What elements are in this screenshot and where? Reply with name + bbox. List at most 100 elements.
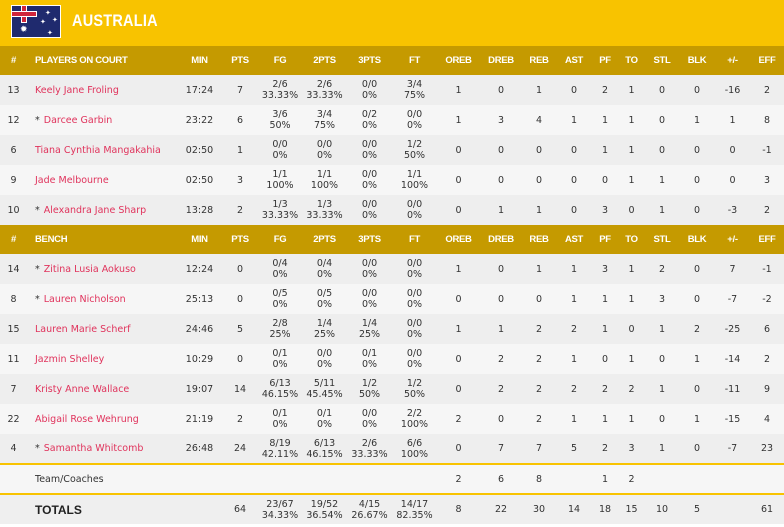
player-name-link[interactable]: Jade Melbourne	[35, 174, 109, 186]
column-header[interactable]: OREB	[437, 46, 480, 75]
player-row: 9 Jade Melbourne 02:50 3 1/1 100% 1/1 100% 0/0 0%…	[0, 165, 784, 195]
player-name-link[interactable]: Alexandra Jane Sharp	[43, 204, 147, 216]
column-header[interactable]: FG	[258, 46, 302, 75]
stat-cell: 0	[715, 135, 750, 165]
column-header[interactable]: DREB	[480, 225, 522, 254]
stat-cell: 0/0 0%	[347, 135, 392, 165]
player-name-link[interactable]: Jazmin Shelley	[35, 353, 105, 365]
column-header[interactable]: MIN	[177, 46, 222, 75]
stat-cell: 3	[480, 105, 522, 135]
stat-percentage: 0%	[361, 180, 378, 191]
section-title: BENCH	[27, 225, 177, 254]
player-name-link[interactable]: Darcee Garbin	[43, 114, 113, 126]
stat-cell: 0/0 0%	[347, 404, 392, 434]
stat-cell: 0	[679, 165, 715, 195]
column-header[interactable]: 3PTS	[347, 225, 392, 254]
column-header[interactable]: PTS	[222, 225, 258, 254]
stat-cell: -1	[750, 135, 784, 165]
stat-cell: 2	[750, 195, 784, 225]
stat-cell: 1	[618, 135, 645, 165]
stat-made-attempted: 2/6	[361, 437, 378, 449]
column-header[interactable]: PF	[592, 225, 618, 254]
stat-cell: 1	[645, 434, 679, 464]
column-header[interactable]: STL	[645, 225, 679, 254]
player-name-link[interactable]: Lauren Nicholson	[43, 293, 126, 305]
stat-made-attempted: 1/3	[272, 199, 288, 210]
column-header[interactable]: TO	[618, 225, 645, 254]
column-header[interactable]: AST	[556, 225, 592, 254]
stat-cell: 0	[437, 135, 480, 165]
stat-cell	[715, 463, 750, 495]
column-header[interactable]: 2PTS	[302, 225, 347, 254]
stat-made-attempted: 0/4	[316, 258, 333, 269]
stat-cell: 0/0 0%	[347, 165, 392, 195]
starters-header-row: # PLAYERS ON COURT MIN PTS FG 2PTS 3PTS FT OREB D…	[0, 46, 784, 75]
stat-cell: 0/1 0%	[302, 404, 347, 434]
column-header[interactable]: FT	[392, 225, 437, 254]
stat-cell: 0	[222, 344, 258, 374]
stat-cell: 26:48	[177, 434, 222, 464]
stat-cell: 1	[592, 463, 618, 495]
box-score-table: # PLAYERS ON COURT MIN PTS FG 2PTS 3PTS FT OREB D…	[0, 46, 784, 524]
column-header[interactable]: EFF	[750, 225, 784, 254]
player-name-link[interactable]: Kristy Anne Wallace	[35, 383, 130, 395]
column-header[interactable]: PTS	[222, 46, 258, 75]
stat-percentage: 75%	[313, 120, 336, 131]
player-name-link[interactable]: Zitina Lusia Aokuso	[43, 263, 136, 275]
stat-made-attempted: 6/6	[406, 437, 423, 449]
stat-cell: 0	[715, 165, 750, 195]
column-header[interactable]: 2PTS	[302, 46, 347, 75]
column-header[interactable]: EFF	[750, 46, 784, 75]
column-header[interactable]: FG	[258, 225, 302, 254]
stat-cell: 1	[645, 195, 679, 225]
column-header[interactable]: AST	[556, 46, 592, 75]
stat-cell: 3/4 75%	[392, 75, 437, 105]
stat-cell: 2/6 33.33%	[302, 75, 347, 105]
column-header[interactable]: FT	[392, 46, 437, 75]
column-header[interactable]: TO	[618, 46, 645, 75]
player-name-link[interactable]: Samantha Whitcomb	[43, 443, 144, 454]
stat-made-attempted: 0/1	[272, 408, 288, 419]
stat-cell: 0	[222, 254, 258, 284]
player-name-link[interactable]: Lauren Marie Scherf	[35, 323, 131, 335]
stat-cell: 2/6 33.33%	[347, 434, 392, 464]
column-header[interactable]: STL	[645, 46, 679, 75]
player-name-link[interactable]: Keely Jane Froling	[35, 84, 119, 96]
column-header[interactable]: REB	[522, 225, 556, 254]
stat-cell	[645, 463, 679, 495]
stat-cell: 1/1 100%	[258, 165, 302, 195]
column-header[interactable]: REB	[522, 46, 556, 75]
column-header[interactable]: MIN	[177, 225, 222, 254]
stat-cell: 8/19 42.11%	[258, 434, 302, 464]
stat-cell: 0	[592, 344, 618, 374]
number-header: #	[0, 46, 27, 75]
stat-made-attempted: 0/0	[361, 288, 378, 299]
column-header[interactable]: 3PTS	[347, 46, 392, 75]
player-name-link[interactable]: Abigail Rose Wehrung	[35, 413, 139, 425]
stat-cell: 6/13 46.15%	[258, 374, 302, 404]
stat-cell: 4	[750, 404, 784, 434]
column-header[interactable]: DREB	[480, 46, 522, 75]
stat-percentage: 33.33%	[261, 90, 299, 101]
stat-percentage: 50%	[358, 389, 381, 400]
stat-cell: 1	[592, 314, 618, 344]
player-name-link[interactable]: Tiana Cynthia Mangakahia	[35, 144, 161, 156]
stat-made-attempted: 1/1	[316, 169, 333, 180]
stat-made-attempted: 0/1	[316, 408, 333, 419]
column-header[interactable]: BLK	[679, 46, 715, 75]
column-header[interactable]: +/-	[715, 225, 750, 254]
column-header[interactable]: BLK	[679, 225, 715, 254]
column-header[interactable]: OREB	[437, 225, 480, 254]
column-header[interactable]: +/-	[715, 46, 750, 75]
stat-cell: 1	[645, 374, 679, 404]
stat-cell: -3	[715, 195, 750, 225]
column-header[interactable]: PF	[592, 46, 618, 75]
stat-cell: 24:46	[177, 314, 222, 344]
player-row: 10 * Alexandra Jane Sharp 13:28 2 1/3 33.33% 1/…	[0, 195, 784, 225]
stat-cell: 0	[679, 75, 715, 105]
stat-cell: 1	[715, 105, 750, 135]
stat-cell: 0	[556, 195, 592, 225]
stat-made-attempted: 0/4	[272, 258, 288, 269]
stat-made-attempted: 0/0	[406, 109, 423, 120]
stat-cell: 2	[222, 404, 258, 434]
